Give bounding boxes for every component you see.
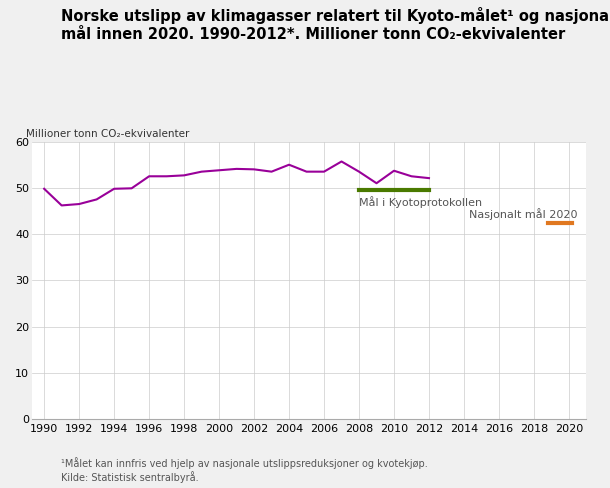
Text: Mål i Kyotoprotokollen: Mål i Kyotoprotokollen <box>359 196 482 208</box>
Text: ¹Målet kan innfris ved hjelp av nasjonale utslippsreduksjoner og kvotekjøp.
Kild: ¹Målet kan innfris ved hjelp av nasjonal… <box>61 457 428 483</box>
Text: Nasjonalt mål 2020: Nasjonalt mål 2020 <box>469 208 578 220</box>
Text: Norske utslipp av klimagasser relatert til Kyoto-målet¹ og nasjonalt
mål innen 2: Norske utslipp av klimagasser relatert t… <box>61 7 610 41</box>
Text: Millioner tonn CO₂-ekvivalenter: Millioner tonn CO₂-ekvivalenter <box>26 129 190 139</box>
